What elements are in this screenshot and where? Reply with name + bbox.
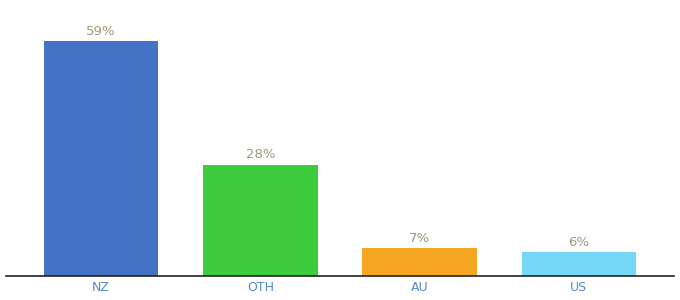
Text: 28%: 28%: [245, 148, 275, 161]
Text: 6%: 6%: [568, 236, 590, 249]
Bar: [522, 252, 636, 276]
Bar: [44, 41, 158, 276]
Bar: [362, 248, 477, 276]
Bar: [203, 165, 318, 276]
Text: 59%: 59%: [86, 25, 116, 38]
Text: 7%: 7%: [409, 232, 430, 245]
